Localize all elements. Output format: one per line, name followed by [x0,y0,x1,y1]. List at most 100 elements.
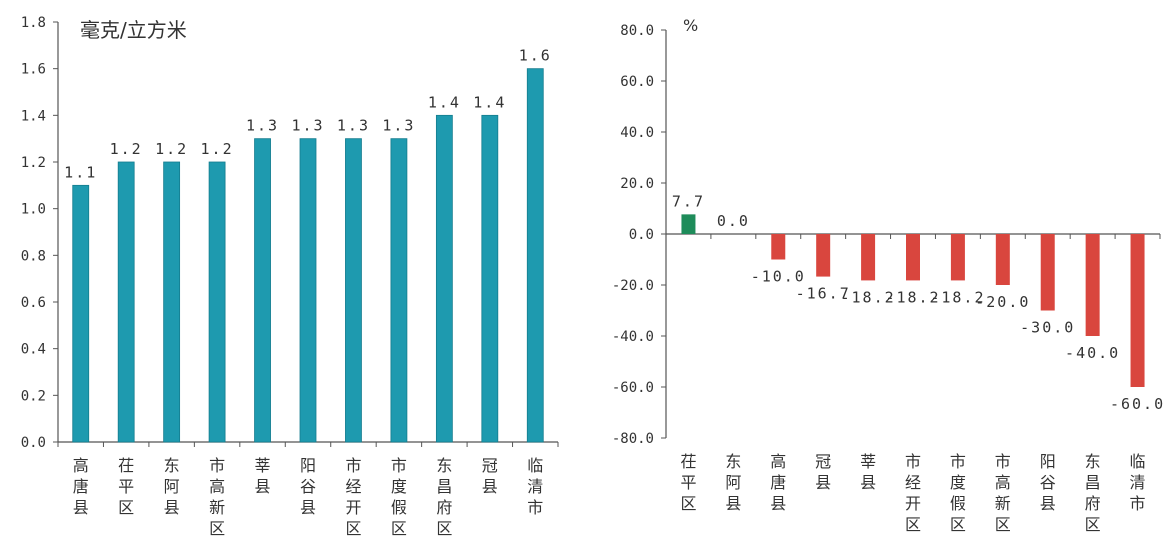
right-y-tick-label: 0.0 [629,227,654,243]
right-category-label: 谷 [1040,473,1056,492]
left-category-label: 县 [482,477,498,496]
left-category-label: 区 [436,519,452,538]
right-y-tick-label: -20.0 [612,278,654,294]
right-data-label: -20.0 [975,293,1030,311]
right-unit-label: % [683,16,698,35]
left-category-label: 县 [300,498,316,517]
left-category-label: 新 [209,498,225,517]
left-data-label: 1.4 [428,93,461,111]
left-y-tick-label: 0.8 [21,248,46,264]
left-bar [117,161,135,443]
right-data-label: -10.0 [751,268,806,286]
left-category-label: 谷 [300,477,316,496]
left-category-label: 市 [527,498,543,517]
left-bar [345,138,362,443]
right-category-label: 府 [1085,494,1101,513]
left-y-tick-label: 1.2 [21,155,46,171]
left-bar [526,68,544,443]
right-data-label: -40.0 [1065,344,1120,362]
left-y-tick-label: 1.8 [21,15,46,31]
left-category-label: 区 [209,519,225,538]
left-y-tick-label: 0.6 [21,295,46,311]
right-y-tick-label: -80.0 [612,431,654,447]
left-bar [435,114,453,443]
left-y-tick-label: 1.6 [21,62,46,78]
right-category-label: 昌 [1085,473,1101,492]
left-category-label: 平 [118,477,134,496]
right-category-label: 阳 [1040,452,1056,471]
left-data-label: 1.2 [201,140,234,158]
left-y-tick-label: 0.2 [21,388,46,404]
left-data-label: 1.3 [337,117,370,135]
right-data-label: 7.7 [672,192,705,210]
right-bar [861,234,876,281]
right-category-label: 阿 [725,473,741,492]
right-category-label: 假 [950,494,966,513]
left-category-label: 昌 [436,477,452,496]
right-category-label: 区 [680,494,696,513]
right-bar [1040,234,1055,311]
right-bar [1085,234,1100,336]
left-category-label: 清 [527,477,543,496]
right-category-label: 区 [995,515,1011,534]
right-data-label: 0.0 [717,212,750,230]
right-data-label: -16.7 [796,285,851,303]
left-category-label: 冠 [482,456,498,475]
right-category-label: 县 [860,473,876,492]
right-data-label: -18.2 [885,288,940,306]
left-category-label: 开 [345,498,361,517]
left-bar [72,184,90,443]
left-data-label: 1.3 [382,117,415,135]
right-category-label: 清 [1130,473,1146,492]
right-category-label: 平 [680,473,696,492]
left-category-label: 区 [345,519,361,538]
right-category-label: 高 [995,473,1011,492]
left-category-label: 东 [164,456,180,475]
left-category-label: 经 [345,477,361,496]
right-category-label: 市 [1130,494,1146,513]
right-data-label: -18.2 [930,288,985,306]
right-category-label: 东 [725,452,741,471]
right-bar [771,234,786,260]
right-y-tick-label: -40.0 [612,329,654,345]
right-y-tick-label: -60.0 [612,380,654,396]
right-category-label: 莘 [860,452,876,471]
right-category-label: 市 [905,452,921,471]
right-y-tick-label: 20.0 [620,176,654,192]
left-category-label: 高 [209,477,225,496]
right-data-label: -60.0 [1110,395,1165,413]
right-data-label: -18.2 [841,288,896,306]
left-y-tick-label: 0.4 [21,342,46,358]
left-data-label: 1.4 [473,93,506,111]
right-category-label: 经 [905,473,921,492]
right-category-label: 区 [905,515,921,534]
left-category-label: 府 [436,498,452,517]
right-bar [906,234,920,281]
left-category-label: 阳 [300,456,316,475]
right-bar [1130,234,1145,387]
left-category-label: 唐 [73,477,89,496]
right-bar [995,234,1010,285]
left-category-label: 县 [255,477,271,496]
right-category-label: 市 [995,452,1011,471]
right-category-label: 茌 [680,452,696,471]
right-category-label: 县 [1040,494,1056,513]
left-bar [481,114,499,443]
right-category-label: 开 [905,494,921,513]
right-category-label: 临 [1130,452,1146,471]
left-bar [299,138,317,443]
left-category-label: 东 [436,456,452,475]
right-category-label: 东 [1085,452,1101,471]
right-y-tick-label: 40.0 [620,125,654,141]
right-bar [816,234,831,277]
left-category-label: 度 [391,477,407,496]
right-category-label: 县 [770,494,786,513]
left-bar [390,138,408,443]
left-category-label: 市 [391,456,407,475]
right-category-label: 县 [725,494,741,513]
right-category-label: 区 [1085,515,1101,534]
right-y-tick-label: 60.0 [620,74,654,90]
right-bar [950,234,965,281]
left-category-label: 高 [73,456,89,475]
